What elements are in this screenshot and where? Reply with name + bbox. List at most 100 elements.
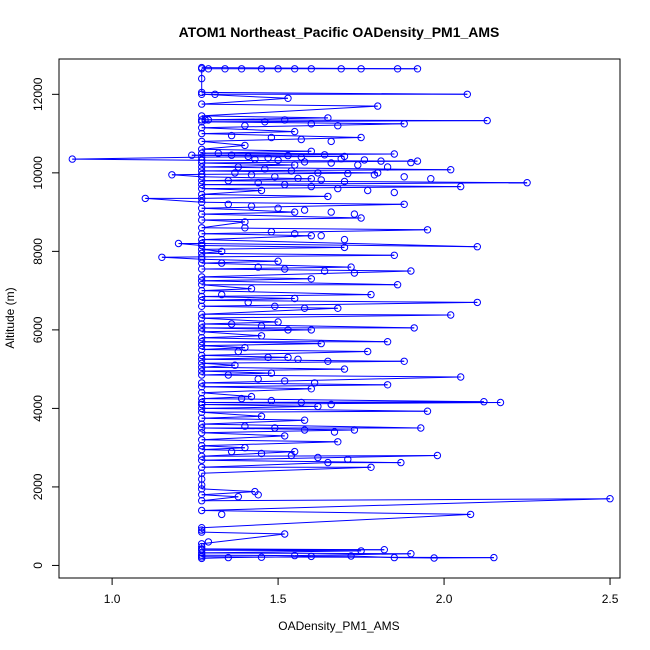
series-segment — [201, 313, 451, 316]
series-segment — [201, 445, 245, 449]
series-segment — [72, 156, 202, 160]
series-segment — [201, 384, 388, 388]
data-point — [413, 65, 422, 73]
data-point — [310, 379, 319, 387]
series-segment — [201, 278, 312, 282]
data-point — [198, 310, 206, 318]
data-point — [284, 151, 292, 160]
series-segment — [201, 169, 451, 172]
x-tick-label: 1.5 — [270, 592, 287, 606]
series-segment — [201, 396, 252, 400]
data-point — [364, 347, 372, 356]
series-segment — [201, 419, 305, 425]
data-point — [374, 102, 382, 110]
data-point — [198, 204, 206, 212]
series-segment — [201, 488, 255, 493]
series-segment — [201, 510, 471, 515]
series-segment — [201, 407, 428, 412]
data-point — [407, 267, 415, 275]
data-point — [300, 206, 309, 214]
y-tick-label: 8000 — [31, 238, 45, 265]
data-point — [327, 400, 335, 409]
x-tick-label: 2.0 — [436, 592, 453, 606]
data-point — [198, 506, 206, 515]
data-point — [198, 456, 206, 464]
data-point — [231, 361, 239, 369]
data-point — [198, 124, 206, 132]
data-point — [198, 88, 206, 97]
data-point — [314, 169, 322, 177]
data-point — [307, 65, 315, 73]
series-segment — [201, 423, 421, 429]
data-point — [198, 328, 206, 336]
data-point — [198, 239, 206, 248]
data-point — [198, 180, 206, 189]
data-point — [198, 156, 206, 165]
data-point — [241, 444, 249, 452]
series-segment — [201, 498, 611, 502]
data-point — [523, 179, 531, 187]
data-point — [423, 226, 432, 234]
data-point — [367, 463, 375, 471]
data-point — [198, 481, 206, 489]
data-point — [158, 253, 166, 261]
data-point — [267, 228, 276, 236]
data-point — [281, 377, 289, 385]
data-point — [198, 137, 206, 146]
data-point — [307, 552, 315, 561]
data-point — [347, 263, 355, 271]
data-point — [466, 510, 475, 519]
data-point — [224, 200, 233, 209]
x-axis-title: OADensity_PM1_AMS — [278, 619, 399, 633]
data-point — [234, 493, 243, 501]
data-point — [447, 311, 455, 319]
series-segment — [145, 197, 202, 203]
series-segment — [201, 441, 338, 447]
data-point — [198, 286, 206, 295]
data-point — [383, 163, 392, 171]
data-point — [324, 357, 332, 365]
series-segment — [201, 432, 285, 437]
data-point — [198, 100, 206, 108]
series-segment — [201, 131, 295, 135]
data-point — [327, 159, 335, 167]
series-segment — [201, 466, 372, 474]
data-point — [390, 150, 398, 158]
data-point — [234, 347, 243, 356]
data-point — [317, 339, 325, 348]
data-point — [284, 94, 292, 103]
data-point — [307, 120, 315, 128]
data-point — [198, 528, 206, 536]
data-point — [257, 322, 266, 330]
data-point — [281, 116, 289, 124]
data-point — [291, 230, 299, 238]
data-point — [291, 551, 299, 560]
data-point — [340, 243, 349, 252]
series-segment — [201, 246, 345, 250]
data-point — [261, 165, 269, 173]
data-point — [490, 553, 498, 562]
series-segment — [201, 254, 395, 258]
data-point — [257, 412, 266, 420]
data-point — [257, 449, 266, 458]
data-point — [231, 169, 239, 177]
data-point — [496, 398, 505, 407]
data-point — [254, 375, 262, 383]
data-point — [370, 171, 379, 179]
series-segment — [201, 323, 415, 329]
series-segment — [201, 105, 378, 117]
data-point — [334, 122, 342, 130]
axes: 1.0 1.5 2.0 2.5 0 2000 4000 6000 8000 10000 12000 — [31, 77, 619, 606]
series-segment — [201, 119, 488, 122]
data-point — [324, 458, 332, 467]
data-point — [198, 314, 206, 322]
series-segment — [201, 451, 295, 457]
series-segment — [201, 280, 398, 286]
series-segment — [201, 137, 362, 142]
data-point — [383, 338, 392, 346]
data-point — [198, 74, 206, 83]
data-point — [198, 216, 206, 224]
y-tick-label: 4000 — [31, 395, 45, 422]
data-point — [606, 495, 614, 503]
